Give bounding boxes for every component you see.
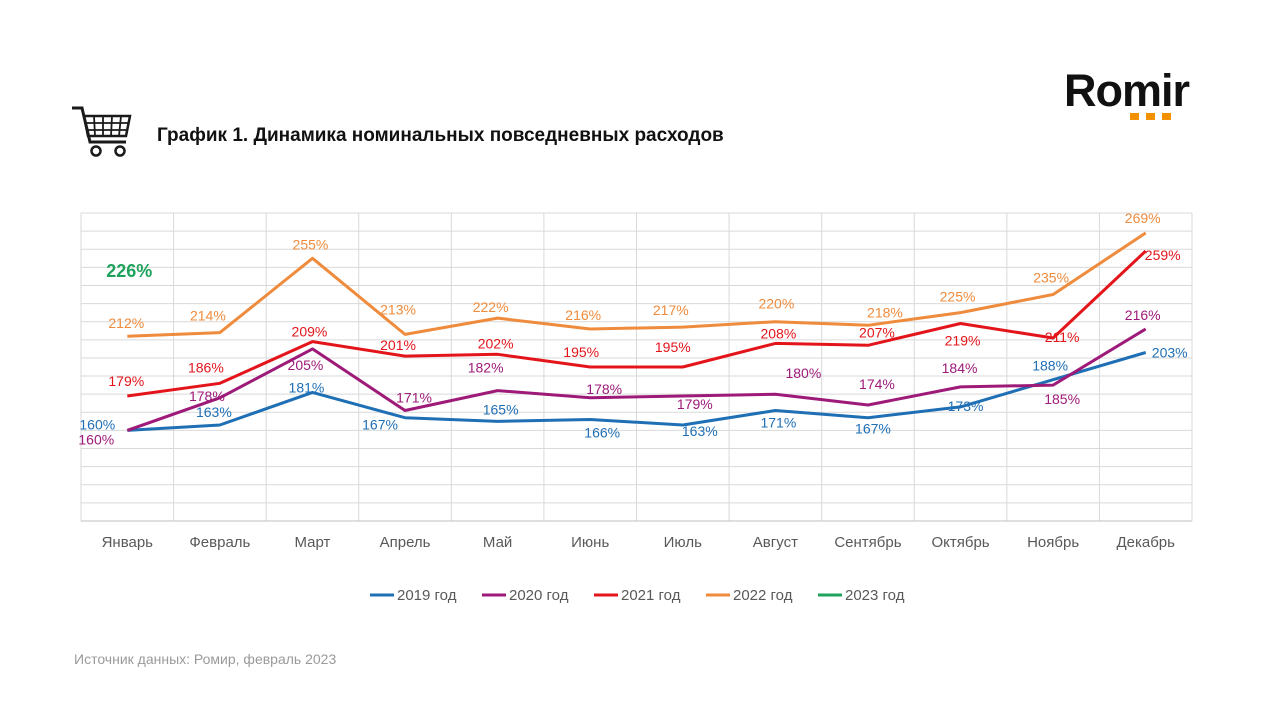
data-label: 171% — [760, 414, 796, 430]
data-label: 216% — [1125, 307, 1161, 323]
data-label: 163% — [196, 404, 232, 420]
logo-dot — [1130, 113, 1139, 120]
legend-label: 2020 год — [509, 587, 569, 604]
data-label: 165% — [483, 401, 519, 417]
data-label: 178% — [189, 388, 225, 404]
data-label: 214% — [190, 308, 226, 324]
data-label: 160% — [78, 431, 114, 447]
data-label: 207% — [859, 324, 895, 340]
x-tick-label: Июль — [664, 534, 702, 551]
legend-label: 2022 год — [733, 587, 793, 604]
legend-label: 2019 год — [397, 587, 457, 604]
data-label: 255% — [293, 236, 329, 252]
data-label: 225% — [940, 289, 976, 305]
x-tick-label: Январь — [102, 534, 154, 551]
logo-text: Romir — [1064, 65, 1190, 116]
data-label: 185% — [1044, 391, 1080, 407]
logo-dots — [1130, 113, 1190, 121]
data-label: 226% — [106, 261, 152, 281]
data-label: 269% — [1125, 210, 1161, 226]
data-label: 181% — [289, 379, 325, 395]
data-label: 186% — [188, 359, 224, 375]
data-label: 211% — [1045, 329, 1080, 345]
data-label: 174% — [859, 376, 895, 392]
data-label: 202% — [478, 335, 514, 351]
data-label: 184% — [942, 360, 978, 376]
data-label: 212% — [108, 315, 144, 331]
data-label: 217% — [653, 302, 689, 318]
chart-title: График 1. Динамика номинальных повседнев… — [157, 125, 724, 146]
data-label: 180% — [785, 365, 821, 381]
data-label: 179% — [677, 396, 713, 412]
x-tick-label: Апрель — [380, 534, 431, 551]
x-tick-label: Май — [483, 534, 512, 551]
data-label: 205% — [288, 357, 324, 373]
series-line — [127, 249, 1147, 398]
legend-label: 2021 год — [621, 587, 681, 604]
data-label: 213% — [380, 301, 416, 317]
x-tick-label: Декабрь — [1116, 534, 1175, 551]
data-label: 208% — [760, 325, 796, 341]
data-label: 218% — [867, 304, 903, 320]
data-label: 179% — [108, 373, 144, 389]
data-label: 216% — [565, 307, 601, 323]
data-label: 209% — [292, 324, 328, 340]
data-label: 167% — [362, 417, 398, 433]
data-label: 195% — [655, 339, 691, 355]
data-label: 219% — [945, 333, 981, 349]
legend-label: 2023 год — [845, 587, 905, 604]
data-label: 166% — [584, 425, 620, 441]
logo-dot — [1146, 113, 1155, 120]
data-label: 178% — [586, 381, 622, 397]
data-label: 259% — [1145, 247, 1181, 263]
logo-dot — [1162, 113, 1171, 120]
data-label: 171% — [396, 389, 432, 405]
x-tick-label: Ноябрь — [1027, 534, 1079, 551]
data-label: 201% — [380, 337, 416, 353]
data-label: 167% — [855, 421, 891, 437]
shopping-cart-icon — [72, 106, 132, 157]
data-label: 163% — [682, 423, 718, 439]
x-tick-label: Август — [753, 534, 798, 551]
data-label: 160% — [79, 416, 115, 432]
data-source-note: Источник данных: Ромир, февраль 2023 — [74, 651, 337, 667]
data-label: 195% — [563, 344, 599, 360]
x-tick-label: Июнь — [571, 534, 609, 551]
series-line — [127, 231, 1147, 338]
data-label: 188% — [1032, 358, 1068, 374]
data-label: 235% — [1033, 270, 1069, 286]
data-label: 173% — [948, 398, 984, 414]
romir-logo: Romir — [1064, 66, 1214, 126]
data-label: 182% — [468, 360, 504, 376]
series-line — [126, 327, 1147, 432]
x-tick-label: Октябрь — [931, 534, 989, 551]
series-line — [127, 351, 1147, 432]
x-tick-label: Сентябрь — [834, 534, 901, 551]
data-label: 222% — [473, 299, 509, 315]
x-tick-label: Февраль — [189, 534, 250, 551]
data-label: 220% — [758, 296, 794, 312]
x-tick-label: Март — [295, 534, 331, 551]
data-label: 203% — [1152, 345, 1188, 361]
